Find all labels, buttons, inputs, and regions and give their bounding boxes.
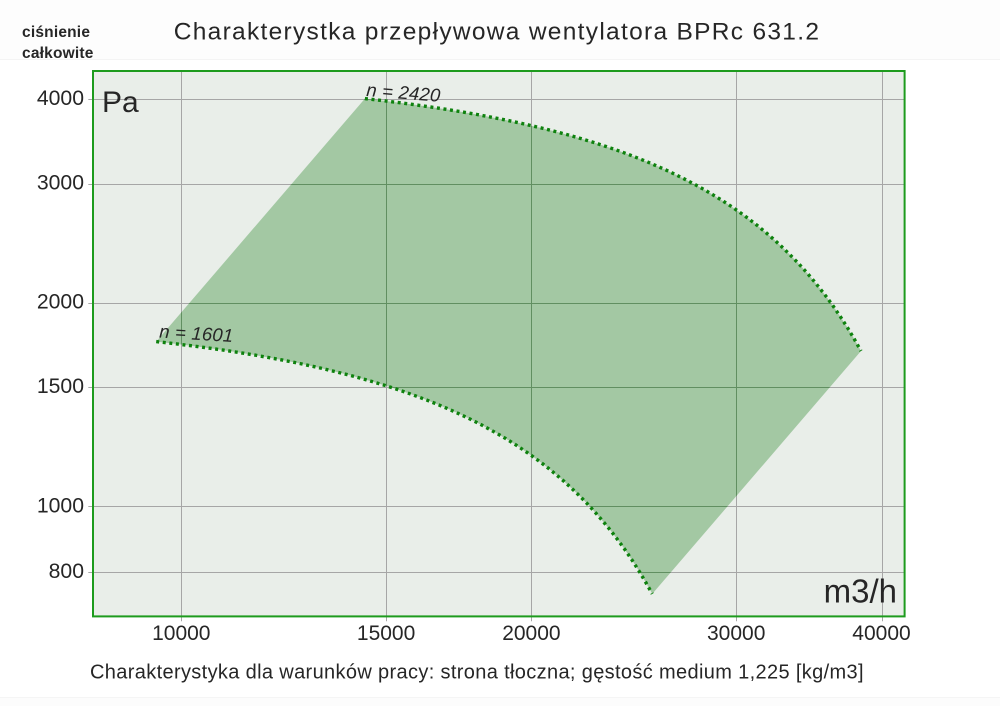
svg-text:3000: 3000 <box>37 171 84 194</box>
svg-text:40000: 40000 <box>852 622 910 645</box>
svg-text:m3/h: m3/h <box>824 573 897 610</box>
svg-text:800: 800 <box>49 560 84 583</box>
svg-text:Pa: Pa <box>102 86 139 119</box>
svg-text:2000: 2000 <box>37 291 84 314</box>
svg-text:Charakterystyka dla warunków p: Charakterystyka dla warunków pracy: stro… <box>90 662 864 684</box>
svg-text:30000: 30000 <box>707 622 765 645</box>
svg-text:ciśnienie: ciśnienie <box>22 24 90 41</box>
svg-text:Charakterystka przepływowa wen: Charakterystka przepływowa wentylatora B… <box>174 19 821 46</box>
svg-text:1000: 1000 <box>37 494 84 517</box>
svg-text:10000: 10000 <box>152 622 210 645</box>
svg-text:4000: 4000 <box>37 87 84 110</box>
svg-text:15000: 15000 <box>357 622 415 645</box>
svg-text:1500: 1500 <box>37 375 84 398</box>
svg-text:n = 1601: n = 1601 <box>159 321 234 346</box>
svg-text:całkowite: całkowite <box>22 45 94 62</box>
svg-text:20000: 20000 <box>502 622 560 645</box>
